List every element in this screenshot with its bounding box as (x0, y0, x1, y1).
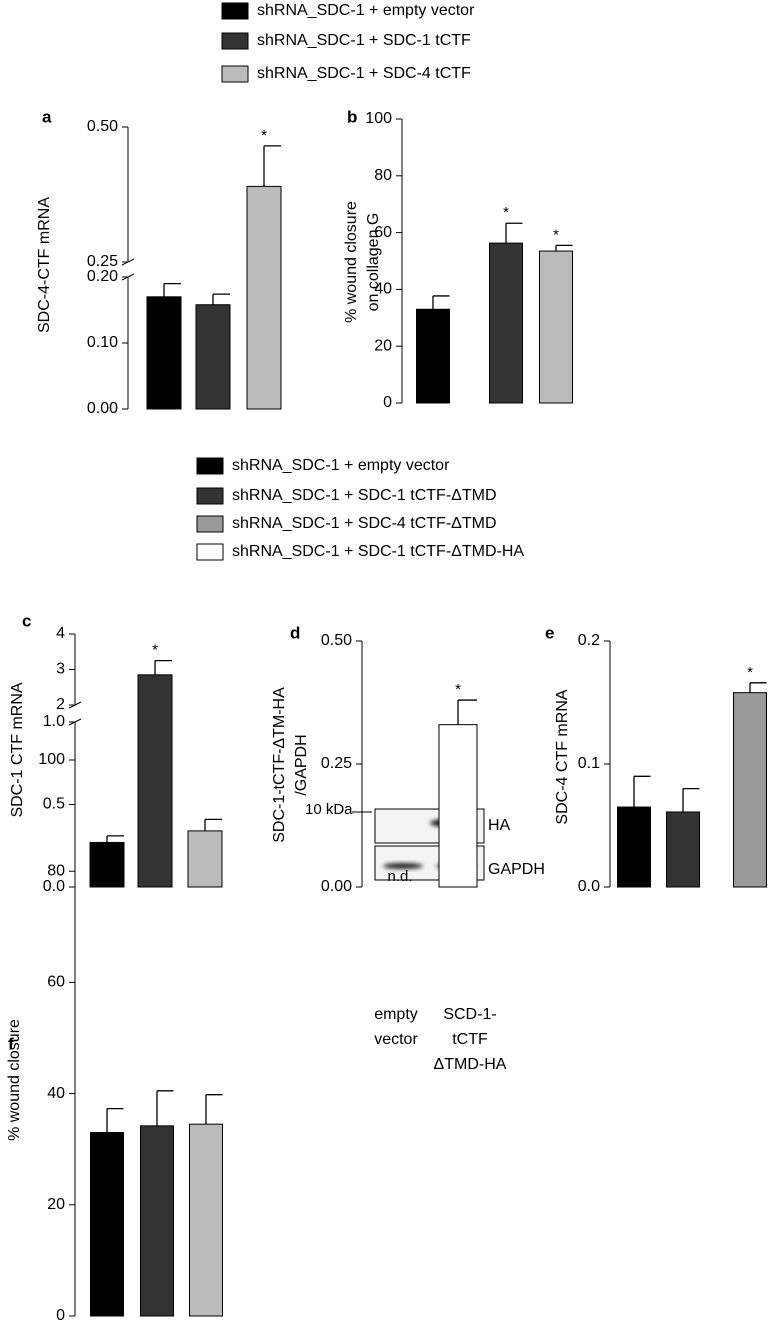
y-axis-label: SDC-1 CTF mRNA (9, 682, 26, 817)
x-category-label: SCD-1- (443, 1006, 496, 1023)
bar (195, 304, 231, 410)
legend-swatch (221, 32, 249, 50)
y-tick-label: 0.00 (87, 400, 118, 417)
bar (189, 1123, 223, 1317)
y-tick-label: 0.0 (578, 878, 600, 895)
y-tick-label: 40 (47, 1085, 65, 1102)
annotation: * (261, 127, 267, 144)
annotation: * (503, 204, 509, 221)
legend-label: shRNA_SDC-1 + SDC-4 tCTF (257, 65, 471, 82)
legend-label: shRNA_SDC-1 + empty vector (257, 2, 475, 19)
bar (90, 1132, 124, 1317)
legend-label: shRNA_SDC-1 + empty vector (232, 457, 450, 474)
bar (246, 185, 282, 410)
legend-swatch (196, 543, 224, 561)
bar (489, 242, 523, 404)
y-tick-label: 0.25 (87, 253, 118, 270)
panel-letter: b (347, 107, 357, 126)
y-tick-label: 0 (383, 394, 392, 411)
y-tick-label: 80 (374, 167, 392, 184)
bar (146, 296, 182, 410)
y-tick-label: 80 (47, 862, 65, 879)
bar (438, 724, 478, 888)
legend-label: shRNA_SDC-1 + SDC-1 tCTF (257, 32, 471, 49)
y-tick-label: 0.1 (578, 755, 600, 772)
y-axis-label: SDC-1-tCTF-ΔTM-HA (271, 687, 288, 843)
blot-label: HA (488, 817, 511, 834)
panel-letter: d (290, 623, 300, 642)
y-tick-label: 0.0 (43, 878, 65, 895)
annotation: n.d. (387, 868, 412, 885)
x-category-label: empty (374, 1006, 418, 1023)
bar (416, 308, 450, 404)
y-tick-label: 0.10 (87, 334, 118, 351)
annotation: * (747, 664, 753, 681)
y-axis-label: /GAPDH (293, 734, 310, 795)
bar (140, 1125, 174, 1317)
y-tick-label: 2 (56, 696, 65, 713)
size-marker: 10 kDa (305, 801, 353, 818)
y-tick-label: 60 (374, 224, 392, 241)
x-category-label: vector (374, 1031, 418, 1048)
annotation: * (455, 681, 461, 698)
y-axis-label: SDC-4 CTF mRNA (554, 689, 571, 824)
y-tick-label: 1.0 (43, 713, 65, 730)
x-category-label: ΔTMD-HA (434, 1056, 507, 1073)
y-tick-label: 0.25 (321, 755, 352, 772)
axis-break (121, 273, 135, 281)
y-tick-label: 3 (56, 661, 65, 678)
blot-band (383, 863, 423, 869)
y-tick-label: 0.00 (321, 878, 352, 895)
panel-letter: a (42, 107, 52, 126)
legend-label: shRNA_SDC-1 + SDC-4 tCTF-ΔTMD (232, 515, 497, 532)
y-tick-label: 40 (374, 281, 392, 298)
legend-swatch (196, 457, 224, 475)
panel-letter: f (8, 1034, 14, 1053)
legend-label: shRNA_SDC-1 + SDC-1 tCTF-ΔTMD-HA (232, 543, 524, 560)
annotation: * (553, 226, 559, 243)
y-tick-label: 100 (38, 751, 65, 768)
bar (617, 806, 651, 888)
y-axis-label: % wound closure (6, 1019, 23, 1141)
y-axis-label: % wound closure (343, 201, 360, 323)
blot-label: GAPDH (488, 861, 545, 878)
y-tick-label: 0.2 (578, 632, 600, 649)
y-tick-label: 20 (374, 337, 392, 354)
legend-swatch (196, 487, 224, 505)
axis-break (68, 718, 82, 726)
y-tick-label: 0 (56, 1307, 65, 1324)
bar (137, 674, 173, 888)
legend-label: shRNA_SDC-1 + SDC-1 tCTF-ΔTMD (232, 487, 497, 504)
y-axis-label: on collagen G (365, 213, 382, 312)
y-tick-label: 20 (47, 1196, 65, 1213)
panel-letter: c (22, 611, 31, 630)
y-tick-label: 60 (47, 974, 65, 991)
panel-letter: e (545, 623, 554, 642)
legend-swatch (196, 515, 224, 533)
bar (733, 692, 767, 888)
bar (539, 250, 573, 404)
annotation: * (152, 642, 158, 659)
y-tick-label: 0.50 (87, 118, 118, 135)
y-tick-label: 0.5 (43, 796, 65, 813)
y-tick-label: 4 (56, 625, 65, 642)
legend-swatch (221, 2, 249, 20)
bar (187, 830, 223, 888)
bar (89, 841, 125, 888)
x-category-label: tCTF (452, 1031, 488, 1048)
y-tick-label: 0.20 (87, 268, 118, 285)
y-axis-label: SDC-4-CTF mRNA (36, 197, 53, 333)
legend-swatch (221, 65, 249, 83)
y-tick-label: 100 (365, 110, 392, 127)
y-tick-label: 0.50 (321, 632, 352, 649)
bar (666, 811, 700, 888)
